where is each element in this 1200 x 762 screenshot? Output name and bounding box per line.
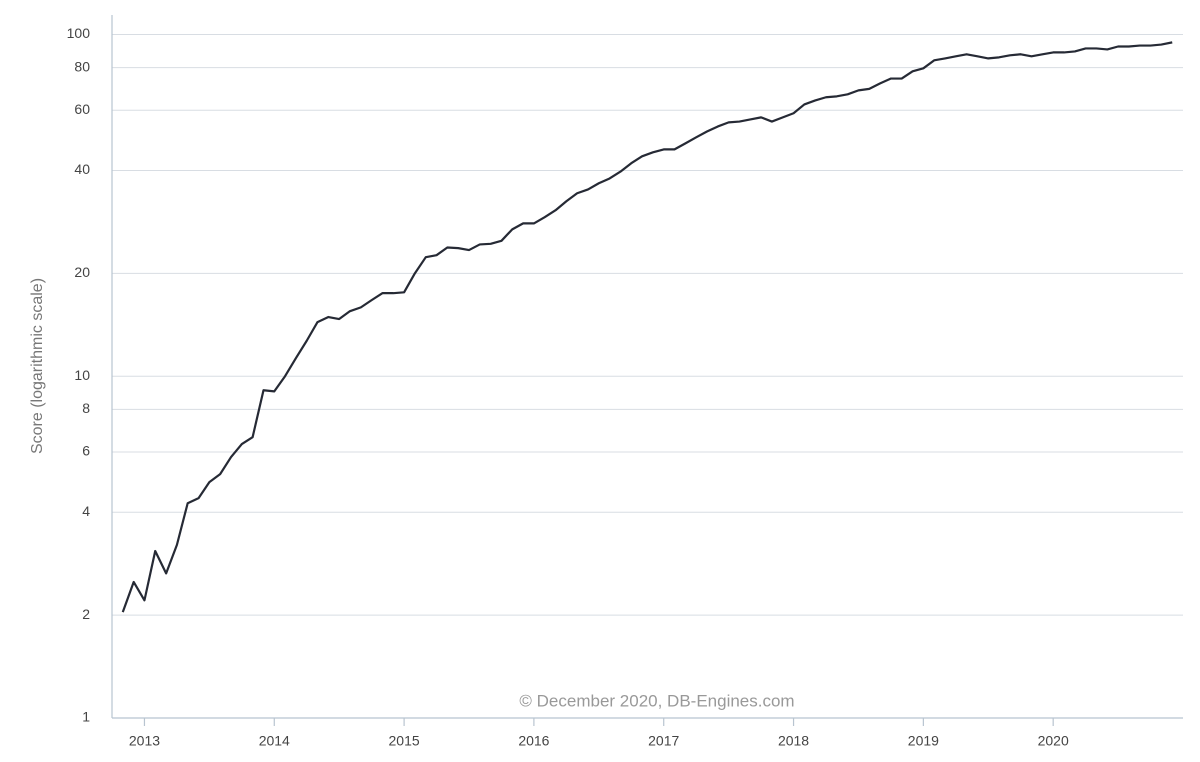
x-tick-label: 2019 (908, 733, 939, 749)
y-tick-label: 40 (74, 161, 90, 177)
y-tick-label: 4 (82, 503, 90, 519)
x-tick-label: 2018 (778, 733, 809, 749)
x-tick-label: 2016 (518, 733, 549, 749)
watermark: © December 2020, DB-Engines.com (519, 691, 794, 710)
y-tick-label: 100 (67, 25, 91, 41)
y-tick-label: 10 (74, 367, 90, 383)
y-tick-label: 2 (82, 606, 90, 622)
y-tick-label: 60 (74, 101, 90, 117)
plot: 1 2 4 6 8 10 20 40 60 80 100 2013 2014 2015 2016 2017 20… (67, 15, 1183, 749)
y-tick-label: 80 (74, 58, 90, 74)
x-tick-label: 2013 (129, 733, 160, 749)
line (121, 41, 1173, 613)
y-tick-label: 6 (82, 443, 90, 459)
y-tick-label: 1 (82, 709, 90, 725)
x-tick-label: 2015 (389, 733, 420, 749)
y-tick-label: 20 (74, 264, 90, 280)
y-tick-label: 8 (82, 400, 90, 416)
y-axis-label: Score (logarithmic scale) (29, 278, 46, 454)
x-tick-label: 2020 (1038, 733, 1069, 749)
x-tick-label: 2014 (259, 733, 290, 749)
x-tick-label: 2017 (648, 733, 679, 749)
